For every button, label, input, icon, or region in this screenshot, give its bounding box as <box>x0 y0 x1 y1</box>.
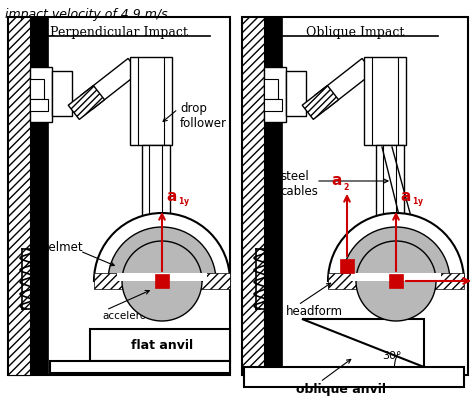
Bar <box>30 100 48 112</box>
Wedge shape <box>342 228 450 281</box>
Text: helmet: helmet <box>42 241 83 254</box>
Text: $\mathbf{_{1y}}$: $\mathbf{_{1y}}$ <box>412 195 424 209</box>
Text: impact velocity of 4.9 m/s.: impact velocity of 4.9 m/s. <box>5 8 172 21</box>
Text: flat anvil: flat anvil <box>131 339 193 351</box>
Polygon shape <box>302 319 424 367</box>
Bar <box>351 273 441 281</box>
Bar <box>30 80 44 100</box>
Bar <box>328 273 464 289</box>
Bar <box>130 58 172 146</box>
Text: headform: headform <box>286 305 343 318</box>
Bar <box>264 68 286 123</box>
Bar <box>264 100 282 112</box>
Polygon shape <box>68 86 104 120</box>
Bar <box>244 367 464 387</box>
Text: Perpendicular Impact: Perpendicular Impact <box>50 26 188 39</box>
Text: 30°: 30° <box>382 350 401 360</box>
Bar <box>264 80 278 100</box>
Wedge shape <box>108 228 216 281</box>
Bar <box>376 146 404 235</box>
Polygon shape <box>81 59 139 110</box>
Text: drop
follower: drop follower <box>180 102 227 130</box>
Polygon shape <box>315 59 373 110</box>
Text: accelerometer: accelerometer <box>102 310 177 320</box>
Bar <box>94 273 230 289</box>
Text: $\mathbf{a}$: $\mathbf{a}$ <box>166 189 177 204</box>
Bar <box>30 18 48 375</box>
Wedge shape <box>94 214 230 281</box>
Bar <box>117 273 207 281</box>
Polygon shape <box>302 86 338 120</box>
Text: steel
cables: steel cables <box>280 170 318 197</box>
Bar <box>364 58 406 146</box>
Circle shape <box>356 242 436 321</box>
Text: $\mathbf{a}$: $\mathbf{a}$ <box>331 173 342 188</box>
Bar <box>8 18 230 375</box>
Wedge shape <box>328 214 464 281</box>
Text: $\mathbf{_{1y}}$: $\mathbf{_{1y}}$ <box>178 195 191 209</box>
Bar <box>50 361 230 373</box>
Text: $\mathbf{a}$: $\mathbf{a}$ <box>400 189 411 204</box>
Text: $\mathbf{_{2}}$: $\mathbf{_{2}}$ <box>343 181 350 194</box>
Text: oblique anvil: oblique anvil <box>296 382 386 396</box>
Text: Oblique Impact: Oblique Impact <box>306 26 404 39</box>
Bar <box>8 18 30 375</box>
Bar <box>90 329 230 361</box>
Bar <box>155 274 169 288</box>
Bar <box>340 259 354 273</box>
Bar <box>286 72 306 117</box>
Bar <box>30 68 52 123</box>
Bar <box>389 274 403 288</box>
Bar <box>242 18 468 375</box>
Circle shape <box>122 242 202 321</box>
Bar <box>142 146 170 235</box>
Bar <box>52 72 72 117</box>
Bar <box>264 18 282 375</box>
Bar <box>242 18 264 375</box>
